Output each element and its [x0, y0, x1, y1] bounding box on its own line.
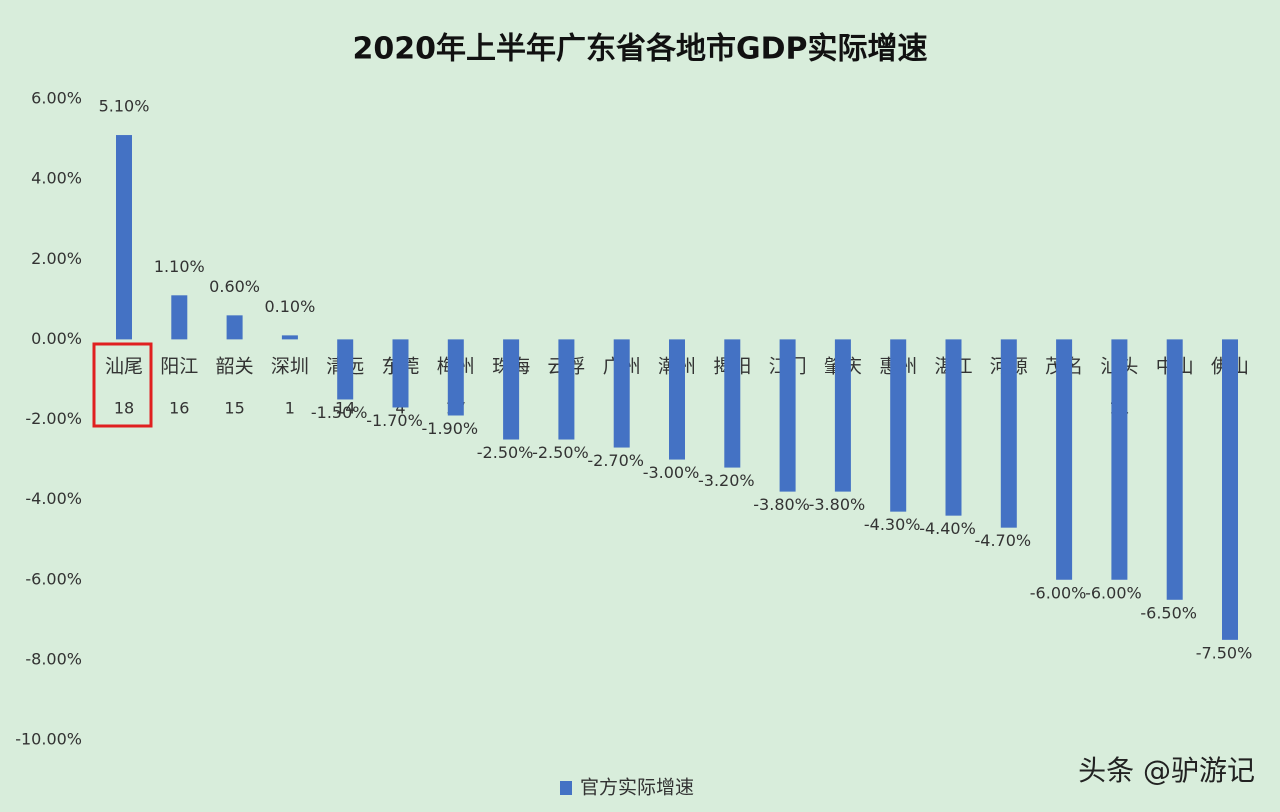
value-label: -3.00% — [643, 463, 700, 482]
watermark: 头条 @驴游记 — [1078, 754, 1255, 787]
value-label: -2.50% — [477, 443, 534, 462]
bar — [890, 339, 907, 512]
rank-label: 15 — [224, 399, 244, 418]
value-label: -7.50% — [1196, 643, 1253, 662]
value-label: -3.80% — [753, 495, 810, 514]
bar — [558, 339, 575, 440]
value-label: -3.20% — [698, 471, 755, 490]
bar — [171, 295, 188, 340]
x-tick-label: 阳江 — [160, 356, 198, 378]
bar — [116, 135, 132, 340]
bar — [1056, 339, 1073, 580]
y-tick-label: -10.00% — [15, 730, 82, 749]
y-tick-label: -8.00% — [25, 649, 82, 668]
bar — [945, 339, 962, 516]
bar — [503, 339, 520, 440]
rank-label: 18 — [114, 399, 134, 418]
value-label: -2.50% — [532, 443, 589, 462]
value-label: -4.30% — [864, 515, 921, 534]
value-label: -1.90% — [421, 419, 478, 438]
value-label: -6.50% — [1140, 603, 1197, 622]
bar — [1166, 339, 1183, 600]
y-tick-label: 2.00% — [31, 249, 82, 268]
bar — [779, 339, 796, 492]
value-label: 1.10% — [154, 257, 205, 276]
y-tick-label: -4.00% — [25, 489, 82, 508]
y-tick-label: -2.00% — [25, 409, 82, 428]
value-label: -4.70% — [974, 531, 1031, 550]
value-label: -6.00% — [1085, 583, 1142, 602]
value-label: 0.10% — [264, 297, 315, 316]
bar — [447, 339, 464, 416]
rank-label: 1 — [285, 399, 295, 418]
bar — [281, 335, 298, 340]
value-label: -3.80% — [809, 495, 866, 514]
y-tick-label: 0.00% — [31, 329, 82, 348]
value-label: -4.40% — [919, 519, 976, 538]
x-tick-label: 韶关 — [216, 356, 254, 378]
y-tick-label: 4.00% — [31, 169, 82, 188]
y-tick-label: -6.00% — [25, 569, 82, 588]
rank-label: 14 — [335, 399, 355, 418]
bar — [337, 339, 354, 400]
bar — [1222, 339, 1238, 640]
chart-title: 2020年上半年广东省各地市GDP实际增速 — [352, 32, 927, 67]
bar — [724, 339, 741, 468]
legend-label: 官方实际增速 — [580, 777, 694, 799]
y-tick-label: 6.00% — [31, 89, 82, 108]
x-tick-label: 汕尾 — [105, 356, 143, 378]
value-label: -1.50% — [311, 403, 368, 422]
legend-swatch — [560, 781, 572, 795]
value-label: -6.00% — [1030, 583, 1087, 602]
bar — [669, 339, 685, 460]
value-label: -2.70% — [587, 451, 644, 470]
bar — [392, 339, 409, 408]
bar — [613, 339, 630, 448]
bar — [226, 315, 243, 340]
value-label: 0.60% — [209, 277, 260, 296]
value-label: -1.70% — [366, 411, 423, 430]
bar — [1111, 339, 1128, 580]
value-label: 5.10% — [99, 97, 150, 116]
bar — [834, 339, 851, 492]
x-tick-label: 深圳 — [271, 356, 309, 378]
rank-label: 4 — [395, 399, 405, 418]
highlight-box — [92, 342, 153, 428]
rank-label: 16 — [169, 399, 189, 418]
bar — [1000, 339, 1017, 528]
